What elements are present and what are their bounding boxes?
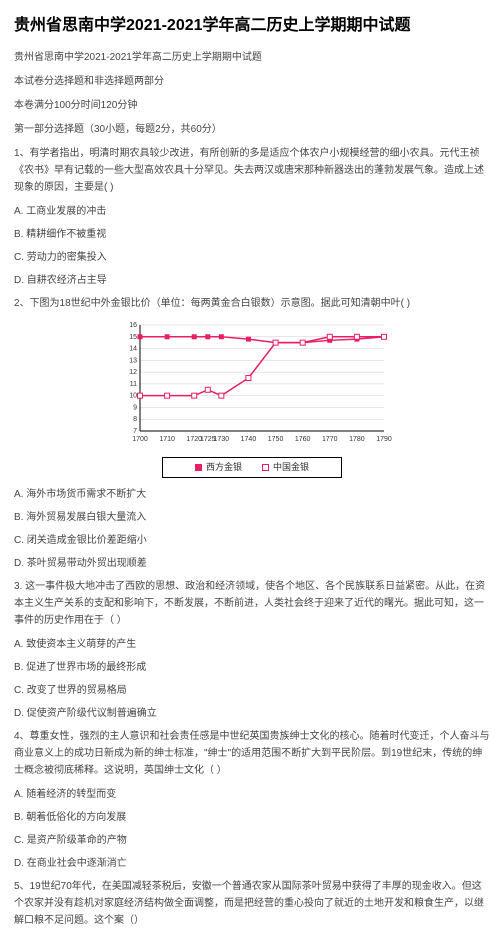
svg-text:1760: 1760 bbox=[295, 436, 311, 443]
q2-choice-a: A. 海外市场货币需求不断扩大 bbox=[14, 486, 490, 503]
svg-text:1730: 1730 bbox=[214, 436, 230, 443]
legend-marker-filled-icon bbox=[195, 464, 202, 471]
q3-choice-a: A. 致使资本主义萌芽的产生 bbox=[14, 636, 490, 653]
q1-choice-a: A. 工商业发展的冲击 bbox=[14, 203, 490, 220]
q5-stem: 5、19世纪70年代，在美国减轻茶税后，安徽一个普通农家从国际茶叶贸易中获得了丰… bbox=[14, 878, 490, 929]
svg-text:1700: 1700 bbox=[132, 436, 148, 443]
svg-text:9: 9 bbox=[133, 405, 137, 412]
page-title: 贵州省思南中学2021-2021学年高二历史上学期期中试题 bbox=[14, 12, 490, 39]
svg-text:16: 16 bbox=[129, 322, 137, 329]
q4-choice-d: D. 在商业社会中逐渐消亡 bbox=[14, 855, 490, 872]
svg-text:7: 7 bbox=[133, 428, 137, 435]
q3-stem: 3. 这一事件极大地冲击了西欧的思想、政治和经济领域，使各个地区、各个民族联系日… bbox=[14, 578, 490, 629]
svg-text:11: 11 bbox=[130, 381, 137, 388]
q1-choice-b: B. 精耕细作不被重视 bbox=[14, 226, 490, 243]
svg-text:12: 12 bbox=[129, 369, 137, 376]
q1-choice-c: C. 劳动力的密集投入 bbox=[14, 249, 490, 266]
legend-item-china: 中国金银 bbox=[262, 460, 309, 475]
header-line-2: 本卷满分100分时间120分钟 bbox=[14, 97, 490, 114]
q4-choice-b: B. 朝着低俗化的方向发展 bbox=[14, 809, 490, 826]
q1-choice-d: D. 自耕农经济占主导 bbox=[14, 272, 490, 289]
svg-text:13: 13 bbox=[129, 358, 137, 365]
legend-marker-outline-icon bbox=[262, 464, 269, 471]
q3-choice-c: C. 改变了世界的贸易格局 bbox=[14, 682, 490, 699]
q4-choice-c: C. 是资产阶级革命的产物 bbox=[14, 832, 490, 849]
chart-legend: 西方金银 中国金银 bbox=[162, 457, 342, 478]
header-line-0: 贵州省思南中学2021-2021学年高二历史上学期期中试题 bbox=[14, 49, 490, 66]
svg-text:1790: 1790 bbox=[376, 436, 392, 443]
legend-label-china: 中国金银 bbox=[273, 460, 309, 475]
header-line-1: 本试卷分选择题和非选择题两部分 bbox=[14, 73, 490, 90]
legend-label-west: 西方金银 bbox=[206, 460, 242, 475]
svg-text:1740: 1740 bbox=[241, 436, 257, 443]
svg-text:8: 8 bbox=[133, 416, 137, 423]
q2-chart: 7891011121314151617001710172017251730174… bbox=[112, 319, 392, 478]
q1-stem: 1、有学者指出，明清时期农具较少改进，有所创新的多是适应个体农户小规模经营的细小… bbox=[14, 145, 490, 196]
svg-text:1780: 1780 bbox=[349, 436, 365, 443]
q3-choice-b: B. 促进了世界市场的最终形成 bbox=[14, 659, 490, 676]
svg-text:1710: 1710 bbox=[159, 436, 175, 443]
svg-text:15: 15 bbox=[129, 334, 137, 341]
legend-item-west: 西方金银 bbox=[195, 460, 242, 475]
q4-stem: 4、尊重女性，强烈的主人意识和社会责任感是中世纪英国贵族绅士文化的核心。随着时代… bbox=[14, 728, 490, 779]
q2-choice-c: C. 闭关造成金银比价差距缩小 bbox=[14, 532, 490, 549]
svg-text:10: 10 bbox=[129, 393, 137, 400]
svg-text:1770: 1770 bbox=[322, 436, 338, 443]
svg-text:1750: 1750 bbox=[268, 436, 284, 443]
q2-stem: 2、下图为18世纪中外金银比价（单位：每两黄金合白银数）示意图。据此可知清朝中叶… bbox=[14, 295, 490, 312]
q2-choice-b: B. 海外贸易发展白银大量流入 bbox=[14, 509, 490, 526]
header-line-3: 第一部分选择题（30小题，每题2分，共60分） bbox=[14, 121, 490, 138]
q2-choice-d: D. 茶叶贸易带动外贸出现顺差 bbox=[14, 555, 490, 572]
q4-choice-a: A. 随着经济的转型而变 bbox=[14, 786, 490, 803]
svg-text:14: 14 bbox=[129, 346, 137, 353]
chart-svg: 7891011121314151617001710172017251730174… bbox=[112, 319, 392, 449]
q3-choice-d: D. 促使资产阶级代议制普遍确立 bbox=[14, 705, 490, 722]
